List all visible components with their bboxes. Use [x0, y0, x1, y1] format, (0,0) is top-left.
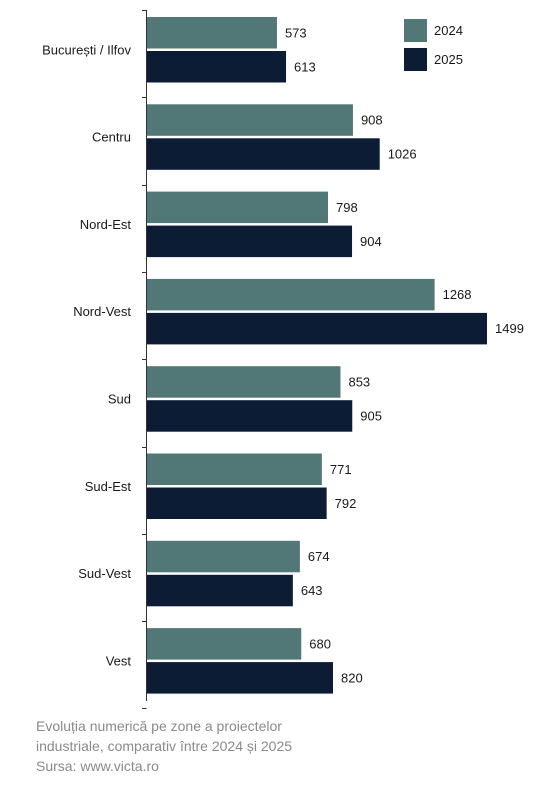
bar-2025: [147, 225, 353, 258]
bar-2024: [147, 628, 302, 660]
legend-label-2024: 2024: [434, 23, 463, 38]
category-label: Centru: [92, 130, 131, 145]
caption-source: Sursa: www.victa.ro: [36, 758, 159, 774]
legend-label-2025: 2025: [434, 52, 463, 67]
data-label: 1268: [443, 287, 472, 302]
bar-2025: [147, 138, 380, 170]
data-label: 643: [301, 583, 323, 598]
caption-line-2: industriale, comparativ între 2024 și 20…: [36, 738, 293, 754]
bar-2025: [147, 400, 353, 432]
category-label: Vest: [106, 653, 132, 668]
category-label: București / Ilfov: [42, 42, 131, 57]
data-label: 1499: [495, 321, 524, 336]
bar-2024: [147, 540, 300, 573]
legend-swatch-2024: [404, 19, 427, 42]
data-label: 904: [360, 234, 382, 249]
caption-line-1: Evoluția numerică pe zone a proiectelor: [36, 718, 282, 734]
data-label: 680: [309, 636, 331, 651]
bar-2025: [147, 51, 287, 83]
bar-2024: [147, 17, 277, 49]
bar-2024: [147, 278, 435, 311]
data-label: 613: [294, 59, 316, 74]
category-label: Sud-Vest: [78, 566, 131, 581]
bar-2025: [147, 662, 333, 694]
data-label: 674: [308, 549, 330, 564]
data-label: 798: [336, 200, 358, 215]
data-label: 573: [285, 25, 307, 40]
bar-2024: [147, 104, 353, 136]
data-label: 905: [360, 408, 382, 423]
data-label: 908: [361, 113, 383, 128]
axis-layer: București / Ilfov Centru Nord-Est Nord-Vest…: [42, 10, 147, 709]
bar-layer: 573 613 908 1026 798 904 1268 1499 853 905 771 792 6…: [147, 17, 524, 694]
caption: Evoluția numerică pe zone a proiectelor …: [36, 716, 336, 776]
bar-2024: [147, 191, 329, 224]
bar-2025: [147, 487, 327, 519]
bar-2025: [147, 312, 487, 345]
bar-2025: [147, 574, 293, 607]
bar-2024: [147, 366, 341, 398]
bar-chart: București / Ilfov Centru Nord-Est Nord-Vest…: [42, 10, 524, 709]
legend-swatch-2025: [404, 48, 427, 71]
legend: 2024 2025: [404, 19, 463, 71]
category-label: Nord-Est: [80, 217, 132, 232]
data-label: 820: [341, 670, 363, 685]
data-label: 771: [330, 462, 352, 477]
category-label: Sud-Est: [85, 479, 132, 494]
category-label: Sud: [108, 391, 131, 406]
category-label: Nord-Vest: [73, 304, 131, 319]
data-label: 792: [335, 496, 357, 511]
bar-2024: [147, 453, 322, 485]
data-label: 1026: [388, 147, 417, 162]
data-label: 853: [348, 374, 370, 389]
